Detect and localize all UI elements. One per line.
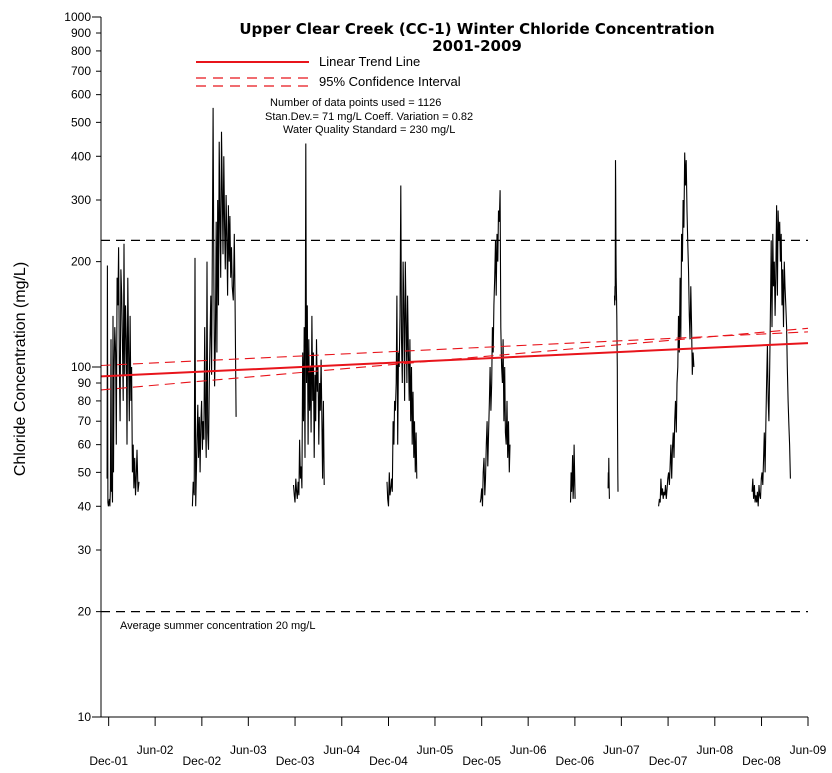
- y-tick-label-10: 200: [71, 255, 91, 269]
- x-tick-label-13: Jun-08: [696, 743, 733, 757]
- data-series-winter-segment-4: [479, 190, 511, 507]
- x-tick-label-12: Dec-07: [649, 754, 688, 768]
- y-tick-label-9: 100: [71, 360, 91, 374]
- x-tick-label-10: Dec-06: [556, 754, 595, 768]
- y-tick-label-3: 40: [78, 499, 92, 513]
- x-tick-label-6: Dec-04: [369, 754, 408, 768]
- data-series-winter-segment-3: [386, 185, 418, 507]
- x-tick-label-9: Jun-06: [510, 743, 547, 757]
- summer-concentration-note: Average summer concentration 20 mg/L: [120, 620, 315, 632]
- y-tick-label-16: 800: [71, 44, 91, 58]
- y-tick-label-18: 1000: [64, 10, 91, 24]
- x-tick-label-5: Jun-04: [323, 743, 360, 757]
- stats-data-points: Number of data points used = 1126: [270, 97, 441, 109]
- data-series-winter-segment-8: [658, 152, 695, 507]
- y-tick-label-4: 50: [78, 465, 92, 479]
- x-axis-ticks: Dec-01 Jun-02 Dec-02 Jun-03 Dec-03 Jun-04 Dec-…: [89, 717, 827, 768]
- x-tick-label-4: Dec-03: [276, 754, 315, 768]
- legend-label-trend-line: Linear Trend Line: [319, 54, 420, 69]
- trend-line: [100, 342, 809, 378]
- stats-block: Number of data points used = 1126 Stan.D…: [265, 97, 473, 136]
- data-series: [106, 107, 791, 507]
- y-tick-label-12: 400: [71, 149, 91, 163]
- reference-lines: [101, 239, 808, 613]
- y-axis-ticks: 10 20 30 40 50 60 70 80 90 100 200 300 400 500 600 700 8…: [64, 10, 101, 724]
- stats-water-quality-standard: Water Quality Standard = 230 mg/L: [283, 124, 455, 136]
- x-tick-label-14: Dec-08: [742, 754, 781, 768]
- y-tick-label-6: 70: [78, 414, 92, 428]
- chart-subtitle: 2001-2009: [432, 37, 522, 55]
- data-series-winter-segment-9: [751, 205, 791, 507]
- y-tick-label-14: 600: [71, 88, 91, 102]
- chart-title: Upper Clear Creek (CC-1) Winter Chloride…: [239, 20, 714, 38]
- y-tick-label-17: 900: [71, 26, 91, 40]
- x-tick-label-3: Jun-03: [230, 743, 267, 757]
- y-tick-label-15: 700: [71, 64, 91, 78]
- x-tick-label-8: Dec-05: [462, 754, 501, 768]
- y-axis-title: Chloride Concentration (mg/L): [12, 262, 29, 476]
- x-tick-label-11: Jun-07: [603, 743, 640, 757]
- data-series-winter-segment-5: [569, 444, 576, 503]
- x-tick-label-0: Dec-01: [89, 754, 128, 768]
- x-tick-label-7: Jun-05: [417, 743, 454, 757]
- x-tick-label-1: Jun-02: [137, 743, 174, 757]
- y-tick-label-13: 500: [71, 115, 91, 129]
- legend-label-confidence-interval: 95% Confidence Interval: [319, 74, 461, 89]
- stats-std-dev: Stan.Dev.= 71 mg/L Coeff. Variation = 0.…: [265, 111, 473, 123]
- ci-upper-line: [100, 331, 809, 367]
- trend-lines: [100, 327, 809, 391]
- legend: Linear Trend Line 95% Confidence Interva…: [196, 54, 461, 89]
- y-tick-label-11: 300: [71, 193, 91, 207]
- x-tick-label-15: Jun-09: [790, 743, 827, 757]
- y-tick-label-1: 20: [78, 605, 92, 619]
- y-tick-label-2: 30: [78, 543, 92, 557]
- y-tick-label-7: 80: [78, 394, 92, 408]
- x-tick-label-2: Dec-02: [183, 754, 222, 768]
- y-tick-label-0: 10: [78, 710, 92, 724]
- y-tick-label-8: 90: [78, 376, 92, 390]
- data-series-winter-segment-6: [607, 457, 610, 499]
- data-series-winter-segment-2: [292, 143, 325, 503]
- data-series-winter-segment-1: [191, 107, 237, 507]
- data-series-winter-segment-7: [613, 160, 619, 492]
- y-tick-label-5: 60: [78, 438, 92, 452]
